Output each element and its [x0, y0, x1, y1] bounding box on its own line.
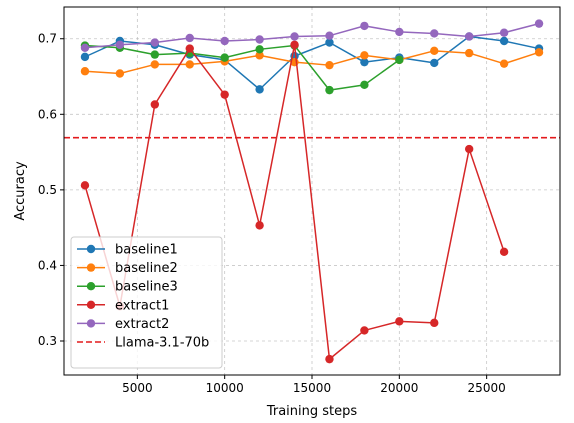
data-point-baseline2 [325, 60, 334, 70]
data-point-baseline2 [430, 46, 439, 56]
data-point-baseline3 [220, 53, 229, 62]
series-extract2 [80, 19, 544, 53]
data-point-baseline2 [499, 59, 509, 68]
y-tick-label: 0.5 [38, 183, 57, 197]
data-point-extract2 [255, 35, 264, 44]
legend-label-extract1: extract1 [115, 298, 169, 313]
data-point-baseline1 [325, 38, 334, 47]
legend-label-baseline3: baseline3 [115, 280, 178, 295]
data-point-extract2 [290, 32, 299, 41]
x-tick-label: 20000 [380, 381, 418, 395]
data-point-extract1 [290, 40, 299, 49]
data-point-baseline2 [255, 51, 264, 60]
data-point-baseline3 [395, 55, 404, 65]
series-extract1 [80, 40, 509, 364]
data-point-extract1 [325, 354, 334, 364]
series-line-baseline2 [84, 50, 540, 75]
data-point-extract2 [80, 43, 90, 53]
data-point-extract2 [534, 19, 544, 28]
data-point-extract1 [150, 100, 160, 109]
data-point-baseline3 [360, 80, 369, 90]
data-point-extract2 [499, 28, 509, 37]
y-axis-label: Accuracy [13, 161, 28, 221]
y-tick-label: 0.6 [38, 107, 57, 121]
data-point-extract2 [325, 31, 334, 40]
data-point-extract1 [255, 221, 264, 230]
legend-marker-baseline3 [86, 282, 96, 291]
x-tick-label: 25000 [468, 381, 506, 395]
legend-label-baseline2: baseline2 [115, 261, 178, 276]
data-point-extract1 [220, 90, 229, 99]
series-line-baseline1 [84, 35, 540, 91]
data-point-baseline1 [360, 57, 369, 67]
data-point-baseline3 [150, 50, 160, 59]
data-point-baseline1 [430, 58, 439, 68]
data-point-baseline1 [255, 85, 264, 94]
data-point-extract1 [185, 44, 194, 53]
data-point-baseline2 [464, 48, 474, 58]
data-point-extract1 [80, 181, 90, 190]
grid [64, 7, 560, 375]
series-layer [80, 19, 544, 364]
data-point-baseline3 [255, 45, 264, 54]
legend: baseline1 baseline2 baseline3 extract1 extra… [70, 236, 223, 369]
data-point-baseline2 [80, 67, 90, 76]
data-point-baseline2 [185, 60, 194, 69]
y-tick-label: 0.4 [38, 258, 57, 272]
data-point-extract1 [360, 326, 369, 335]
legend-marker-baseline2 [86, 263, 96, 272]
data-point-extract2 [464, 32, 474, 41]
legend-box [70, 236, 223, 369]
data-point-extract1 [464, 144, 474, 154]
data-point-baseline2 [360, 51, 369, 60]
data-point-extract2 [185, 33, 194, 43]
legend-label-Llama-3.1-70b: Llama-3.1-70b [115, 336, 209, 351]
data-point-extract2 [430, 29, 439, 38]
legend-marker-baseline1 [86, 244, 96, 254]
data-point-baseline3 [325, 85, 334, 95]
ticks: 5000 10000 15000 20000 25000 0.3 0.4 0.5 0.6 0.7 [38, 32, 506, 395]
series-line-baseline3 [84, 44, 400, 91]
data-point-baseline2 [150, 60, 160, 69]
legend-label-baseline1: baseline1 [115, 243, 178, 258]
legend-label-extract2: extract2 [115, 317, 169, 332]
data-point-extract2 [360, 21, 369, 31]
legend-marker-extract1 [86, 300, 96, 309]
data-point-extract2 [395, 27, 404, 37]
data-point-extract1 [430, 318, 439, 328]
data-point-extract2 [150, 38, 160, 47]
x-tick-label: 5000 [122, 381, 153, 395]
x-tick-label: 15000 [293, 381, 331, 395]
y-tick-label: 0.7 [38, 32, 57, 46]
data-point-baseline2 [115, 69, 125, 78]
data-point-baseline1 [80, 52, 90, 62]
data-point-extract1 [499, 247, 509, 257]
series-line-extract2 [84, 22, 540, 49]
data-point-extract1 [395, 317, 404, 326]
x-tick-label: 10000 [206, 381, 244, 395]
data-point-baseline1 [499, 36, 509, 46]
series-baseline3 [80, 41, 404, 95]
data-point-extract2 [220, 36, 229, 46]
legend-marker-extract2 [86, 319, 96, 328]
y-tick-label: 0.3 [38, 334, 57, 348]
x-axis-label: Training steps [266, 404, 358, 419]
data-point-extract2 [115, 40, 125, 49]
data-point-baseline2 [534, 48, 544, 57]
